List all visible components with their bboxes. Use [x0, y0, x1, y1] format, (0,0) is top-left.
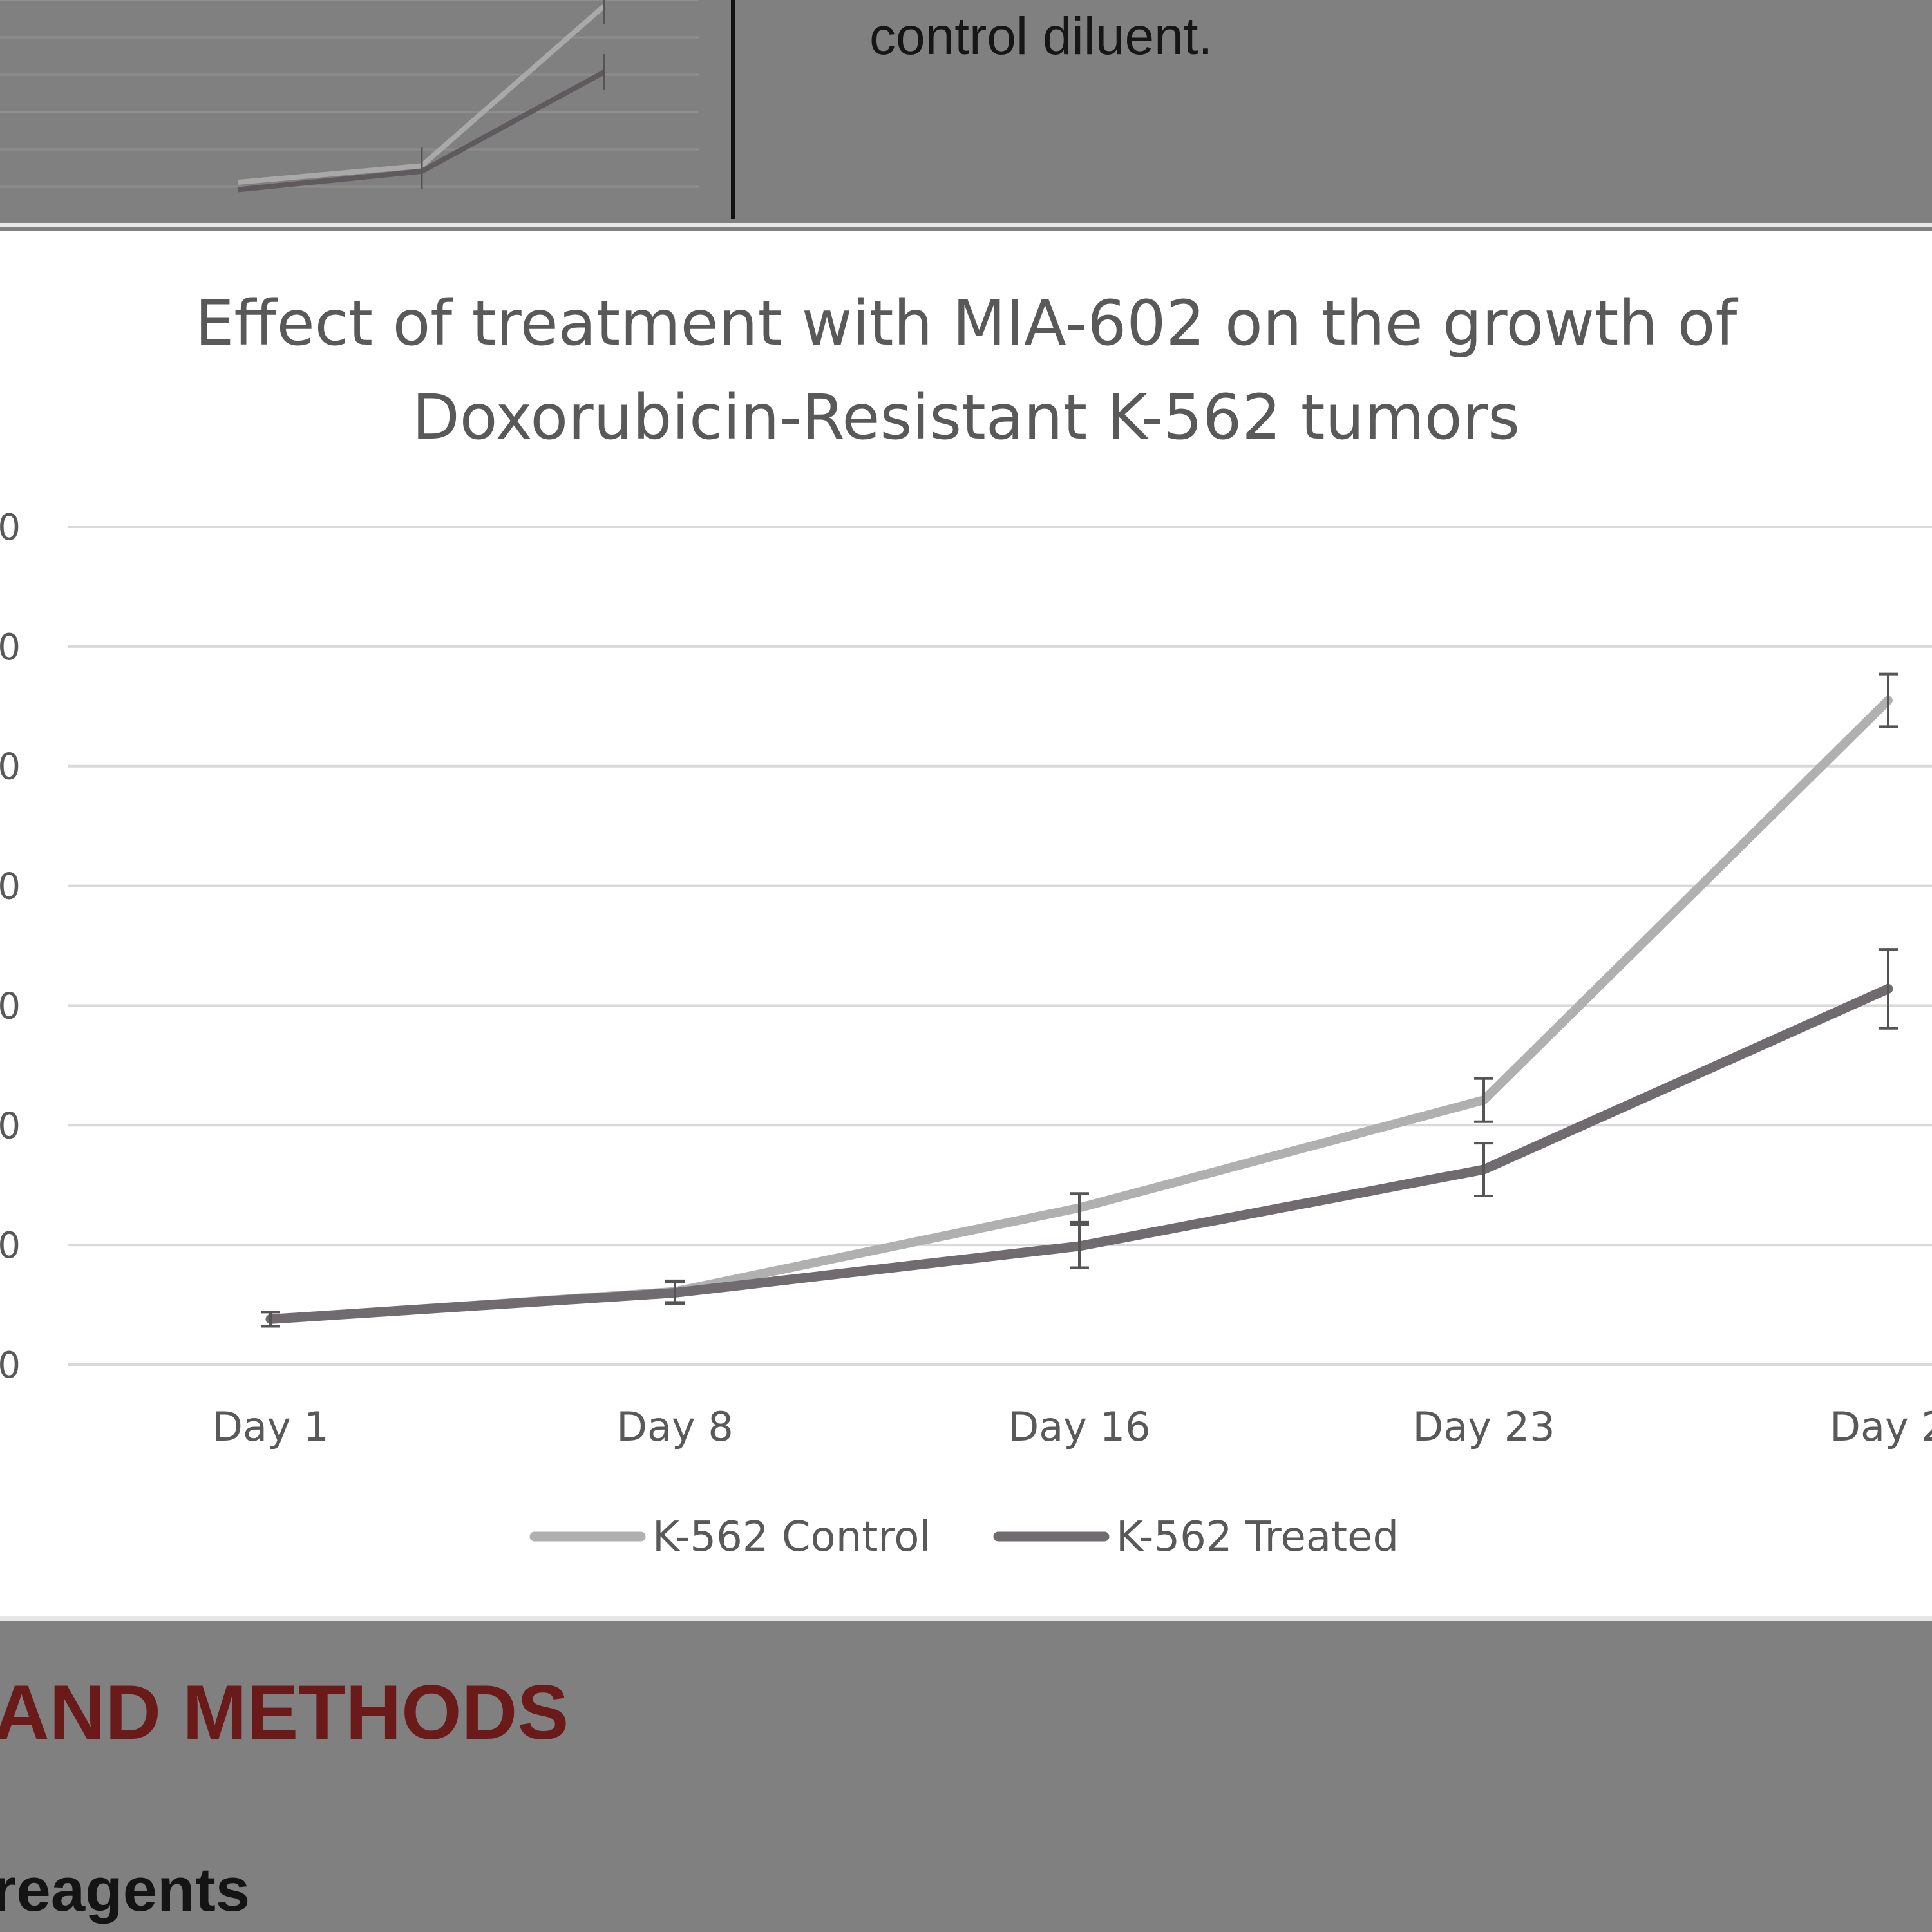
error-bar — [1879, 948, 1898, 1030]
chart-title: Effect of treatment with MIA-602 on the … — [0, 276, 1932, 464]
x-tick-label: Day 8 — [616, 1403, 734, 1450]
legend-label-treated: K-562 Treated — [1116, 1513, 1399, 1561]
partial-mini-chart — [0, 0, 699, 193]
x-tick-label: Day 2 — [1830, 1403, 1932, 1450]
bottom-band — [0, 1629, 1932, 1932]
error-bar — [1070, 1192, 1089, 1224]
chart-title-line-2: Doxorubicin-Resistant K-562 tumors — [412, 381, 1520, 453]
y-tick-label: 0 — [0, 627, 21, 668]
y-tick-label: 0 — [0, 985, 21, 1027]
y-tick-label: 0 — [0, 1225, 21, 1267]
x-tick-label: Day 23 — [1412, 1403, 1555, 1450]
chart-title-line-1: Effect of treatment with MIA-602 on the … — [194, 287, 1738, 359]
error-bar — [1474, 1142, 1493, 1197]
legend-label-control: K-562 Control — [652, 1513, 931, 1561]
divider-line-bottom — [0, 1616, 1932, 1621]
series-line-treated — [265, 983, 1893, 1324]
divider-line — [0, 223, 1932, 227]
error-bar — [1879, 672, 1898, 728]
y-tick-label: 0 — [0, 1105, 21, 1147]
error-bar — [261, 1311, 280, 1328]
y-tick-label: 0 — [0, 1345, 21, 1387]
x-tick-label: Day 16 — [1008, 1403, 1150, 1450]
section-heading: AND METHODS — [0, 1669, 569, 1756]
error-bar — [665, 1280, 685, 1305]
y-tick-label: 0 — [0, 507, 21, 549]
column-divider — [731, 0, 735, 219]
error-bar — [1474, 1077, 1493, 1123]
x-tick-label: Day 1 — [212, 1403, 329, 1450]
line-chart: 0 0 0 0 0 0 0 0 Day 1 Day 8 Day 16 Day 23 Day 2 K-562… — [0, 507, 1932, 1561]
chart-panel: Effect of treatment with MIA-602 on the … — [0, 231, 1932, 1616]
caption-fragment: control diluent. — [869, 7, 1213, 66]
y-tick-label: 0 — [0, 746, 21, 788]
y-tick-label: 0 — [0, 866, 21, 908]
sub-heading: reagents — [0, 1855, 251, 1924]
error-bar — [1070, 1223, 1089, 1269]
